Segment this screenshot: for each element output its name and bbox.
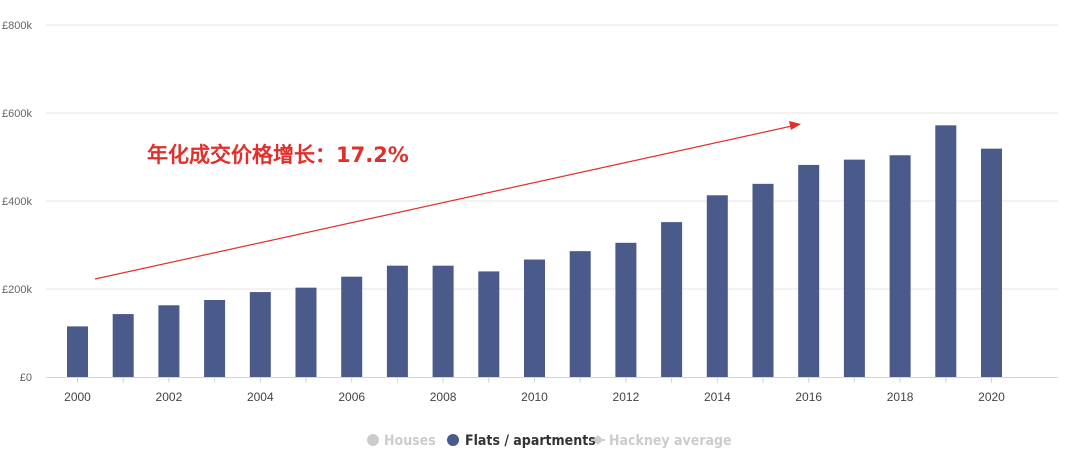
x-axis: 2000 2002 2004 2006 2008 2010 2012 2014 2016 2018… — [46, 377, 1058, 404]
y-tick-label: £400k — [2, 196, 32, 208]
bar[interactable] — [112, 314, 134, 377]
bar[interactable] — [341, 276, 363, 377]
bar[interactable] — [67, 326, 88, 377]
x-tick-label: 2010 — [521, 390, 548, 404]
legend: Houses Flats / apartments Hackney average — [367, 433, 732, 449]
x-tick-label: 2014 — [704, 390, 731, 404]
bar[interactable] — [295, 287, 317, 377]
bar[interactable] — [204, 300, 226, 377]
bar-series — [67, 125, 1002, 377]
legend-item[interactable]: Houses — [367, 433, 436, 449]
legend-diamond-icon — [593, 435, 603, 445]
growth-annotation-text: 年化成交价格增长：17.2% — [147, 143, 409, 167]
x-tick-label: 2002 — [156, 390, 183, 404]
x-tick-label: 2018 — [887, 390, 914, 404]
bar[interactable] — [889, 155, 911, 377]
bar[interactable] — [752, 183, 774, 377]
legend-marker-icon — [447, 434, 459, 446]
x-tick-label: 2004 — [247, 390, 274, 404]
bar[interactable] — [798, 164, 820, 377]
x-tick-label: 2000 — [64, 390, 91, 404]
y-tick-label: £600k — [2, 108, 32, 120]
legend-item[interactable]: Flats / apartments — [447, 433, 596, 449]
legend-label: Houses — [384, 433, 436, 449]
bar[interactable] — [386, 265, 408, 377]
y-tick-label: £200k — [2, 284, 32, 296]
x-tick-label: 2020 — [978, 390, 1005, 404]
bar[interactable] — [569, 251, 591, 377]
bar[interactable] — [524, 259, 545, 377]
bar[interactable] — [981, 148, 1002, 377]
bar[interactable] — [432, 265, 454, 377]
bar[interactable] — [478, 271, 500, 377]
growth-annotation: 年化成交价格增长：17.2% — [94, 121, 801, 280]
legend-item[interactable]: Hackney average — [591, 433, 732, 449]
x-tick-label: 2006 — [338, 390, 365, 404]
y-axis-ticks: £0 £200k £400k £600k £800k — [2, 20, 32, 384]
legend-label: Hackney average — [609, 433, 732, 449]
x-tick-label: 2016 — [795, 390, 822, 404]
bar[interactable] — [935, 125, 957, 377]
y-tick-label: £800k — [2, 20, 32, 32]
trend-arrow — [94, 125, 793, 280]
bar[interactable] — [615, 242, 637, 377]
legend-label: Flats / apartments — [465, 433, 596, 449]
grid-lines — [46, 24, 1058, 290]
bar[interactable] — [706, 195, 728, 377]
legend-marker-icon — [367, 434, 379, 446]
bar[interactable] — [661, 222, 683, 377]
x-tick-label: 2008 — [430, 390, 457, 404]
bar[interactable] — [249, 292, 271, 377]
y-tick-label: £0 — [20, 372, 32, 384]
bar[interactable] — [158, 305, 180, 377]
x-tick-label: 2012 — [613, 390, 640, 404]
bar[interactable] — [843, 159, 865, 377]
trend-arrow-head — [789, 121, 801, 130]
